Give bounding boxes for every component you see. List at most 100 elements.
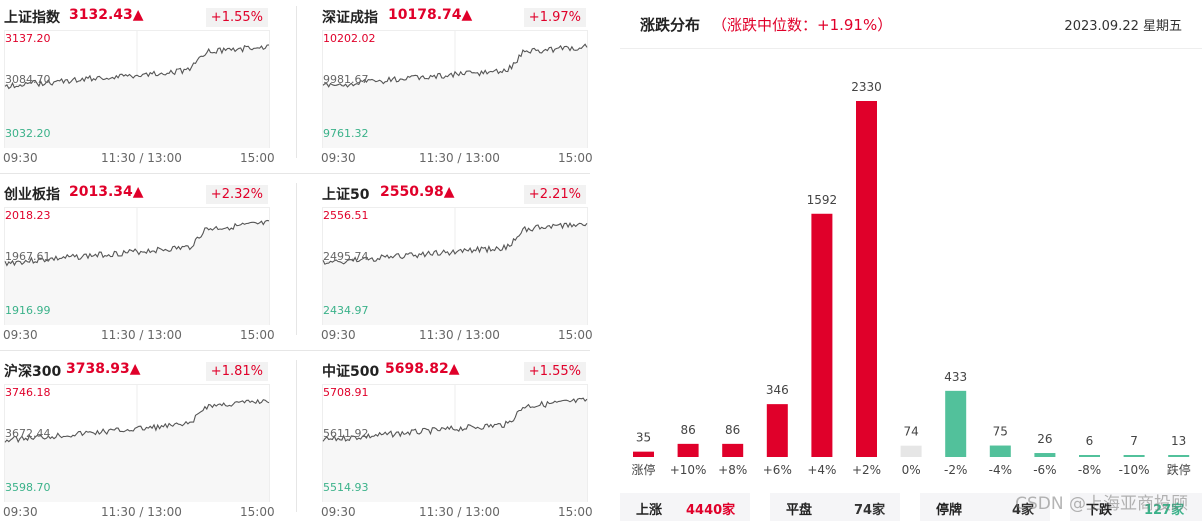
- bar-value-label: 1592: [807, 193, 838, 207]
- mid-label: 3672.44: [5, 427, 51, 440]
- index-change-badge: +2.32%: [205, 185, 268, 204]
- high-label: 5708.91: [323, 386, 369, 399]
- bar-6: [900, 445, 922, 457]
- bar-value-label: 6: [1086, 434, 1094, 448]
- high-label: 2018.23: [5, 209, 51, 222]
- bar-value-label: 433: [944, 370, 967, 384]
- area-fill: [5, 44, 269, 148]
- time-end: 15:00: [240, 151, 275, 165]
- high-label: 10202.02: [323, 32, 376, 45]
- bar-value-label: 86: [725, 423, 740, 437]
- mid-label: 9981.67: [323, 73, 369, 86]
- mid-label: 2495.74: [323, 250, 369, 263]
- panel-title: 涨跌分布: [640, 16, 701, 34]
- low-label: 9761.32: [323, 127, 369, 140]
- time-mid: 11:30 / 13:00: [101, 328, 182, 342]
- area-fill: [323, 398, 587, 502]
- rise-fall-distribution-panel: 涨跌分布 （涨跌中位数：+1.91%） 2023.09.22 星期五 35 涨停 8…: [620, 0, 1202, 521]
- category-label: +6%: [763, 463, 792, 477]
- flat-label: 平盘: [786, 503, 813, 518]
- column-divider: [296, 360, 297, 512]
- bar-value-label: 7: [1130, 434, 1138, 448]
- bar-12: [1168, 455, 1190, 457]
- area-fill: [323, 223, 587, 325]
- bar-10: [1079, 455, 1100, 457]
- trade-date: 2023.09.22 星期五: [1064, 19, 1182, 34]
- time-end: 15:00: [558, 151, 593, 165]
- summary-down: 下跌 127家: [1070, 493, 1202, 521]
- index-card[interactable]: 上证50 2550.98▲ +2.21% 2556.51 2495.74 243…: [318, 177, 593, 347]
- intraday-plot: 3746.18 3672.44 3598.70: [4, 384, 270, 502]
- bar-8: [989, 445, 1011, 457]
- category-label: -6%: [1033, 463, 1056, 477]
- time-mid: 11:30 / 13:00: [419, 505, 500, 519]
- time-start: 09:30: [3, 505, 38, 519]
- mid-label: 5611.92: [323, 427, 369, 440]
- halt-count: 4家: [1012, 503, 1035, 518]
- down-label: 下跌: [1086, 503, 1113, 518]
- index-value: 3738.93▲: [66, 361, 141, 377]
- bar-value-label: 35: [636, 431, 651, 445]
- category-label: -8%: [1078, 463, 1101, 477]
- halt-label: 停牌: [936, 503, 963, 518]
- intraday-plot: 5708.91 5611.92 5514.93: [322, 384, 588, 502]
- intraday-svg: [4, 384, 270, 502]
- summary-halt: 停牌 4家: [920, 493, 1050, 521]
- category-label: 涨停: [631, 462, 655, 477]
- down-count: 127家: [1144, 503, 1185, 518]
- up-count: 4440家: [686, 503, 736, 518]
- index-value: 2013.34▲: [69, 184, 144, 200]
- low-label: 5514.93: [323, 481, 369, 494]
- bar-value-label: 74: [903, 425, 918, 439]
- time-mid: 11:30 / 13:00: [101, 505, 182, 519]
- bar-9: [1034, 453, 1056, 457]
- mid-label: 1967.61: [5, 250, 51, 263]
- bar-4: [811, 213, 833, 457]
- category-label: +8%: [718, 463, 747, 477]
- index-card[interactable]: 上证指数 3132.43▲ +1.55% 3137.20 3084.70 303…: [0, 0, 275, 170]
- category-label: 跌停: [1167, 462, 1191, 477]
- bar-value-label: 2330: [851, 80, 882, 94]
- intraday-plot: 3137.20 3084.70 3032.20: [4, 30, 270, 148]
- intraday-svg: [4, 207, 270, 325]
- index-name: 上证50: [322, 187, 370, 203]
- low-label: 1916.99: [5, 304, 51, 317]
- intraday-plot: 2018.23 1967.61 1916.99: [4, 207, 270, 325]
- flat-count: 74家: [854, 503, 886, 518]
- summary-flat: 平盘 74家: [770, 493, 900, 521]
- header-divider: [620, 48, 1202, 49]
- index-card[interactable]: 沪深300 3738.93▲ +1.81% 3746.18 3672.44 35…: [0, 354, 275, 521]
- index-card[interactable]: 创业板指 2013.34▲ +2.32% 2018.23 1967.61 191…: [0, 177, 275, 347]
- time-mid: 11:30 / 13:00: [419, 151, 500, 165]
- watermark: CSDN @上海亚商投顾: [1015, 494, 1188, 514]
- category-label: -10%: [1119, 463, 1150, 477]
- index-card[interactable]: 中证500 5698.82▲ +1.55% 5708.91 5611.92 55…: [318, 354, 593, 521]
- index-change-badge: +1.97%: [523, 8, 586, 27]
- index-value: 2550.98▲: [380, 184, 455, 200]
- area-fill: [5, 220, 269, 325]
- median-change: （涨跌中位数：+1.91%）: [712, 16, 893, 34]
- time-end: 15:00: [240, 328, 275, 342]
- index-value: 10178.74▲: [388, 7, 473, 23]
- time-start: 09:30: [3, 151, 38, 165]
- summary-up: 上涨 4440家: [620, 493, 750, 521]
- low-label: 2434.97: [323, 304, 369, 317]
- time-start: 09:30: [321, 151, 356, 165]
- area-fill: [5, 399, 269, 502]
- category-label: +4%: [807, 463, 836, 477]
- time-end: 15:00: [558, 328, 593, 342]
- intraday-svg: [322, 384, 588, 502]
- time-start: 09:30: [321, 328, 356, 342]
- mid-label: 3084.70: [5, 73, 51, 86]
- index-name: 中证500: [322, 364, 380, 380]
- price-line: [322, 397, 588, 442]
- low-label: 3598.70: [5, 481, 51, 494]
- index-name: 上证指数: [4, 10, 60, 26]
- high-label: 3137.20: [5, 32, 51, 45]
- intraday-svg: [322, 30, 588, 148]
- index-value: 3132.43▲: [69, 7, 144, 23]
- index-card[interactable]: 深证成指 10178.74▲ +1.97% 10202.02 9981.67 9…: [318, 0, 593, 170]
- category-label: -2%: [944, 463, 967, 477]
- bar-1: [677, 443, 699, 457]
- index-value: 5698.82▲: [385, 361, 460, 377]
